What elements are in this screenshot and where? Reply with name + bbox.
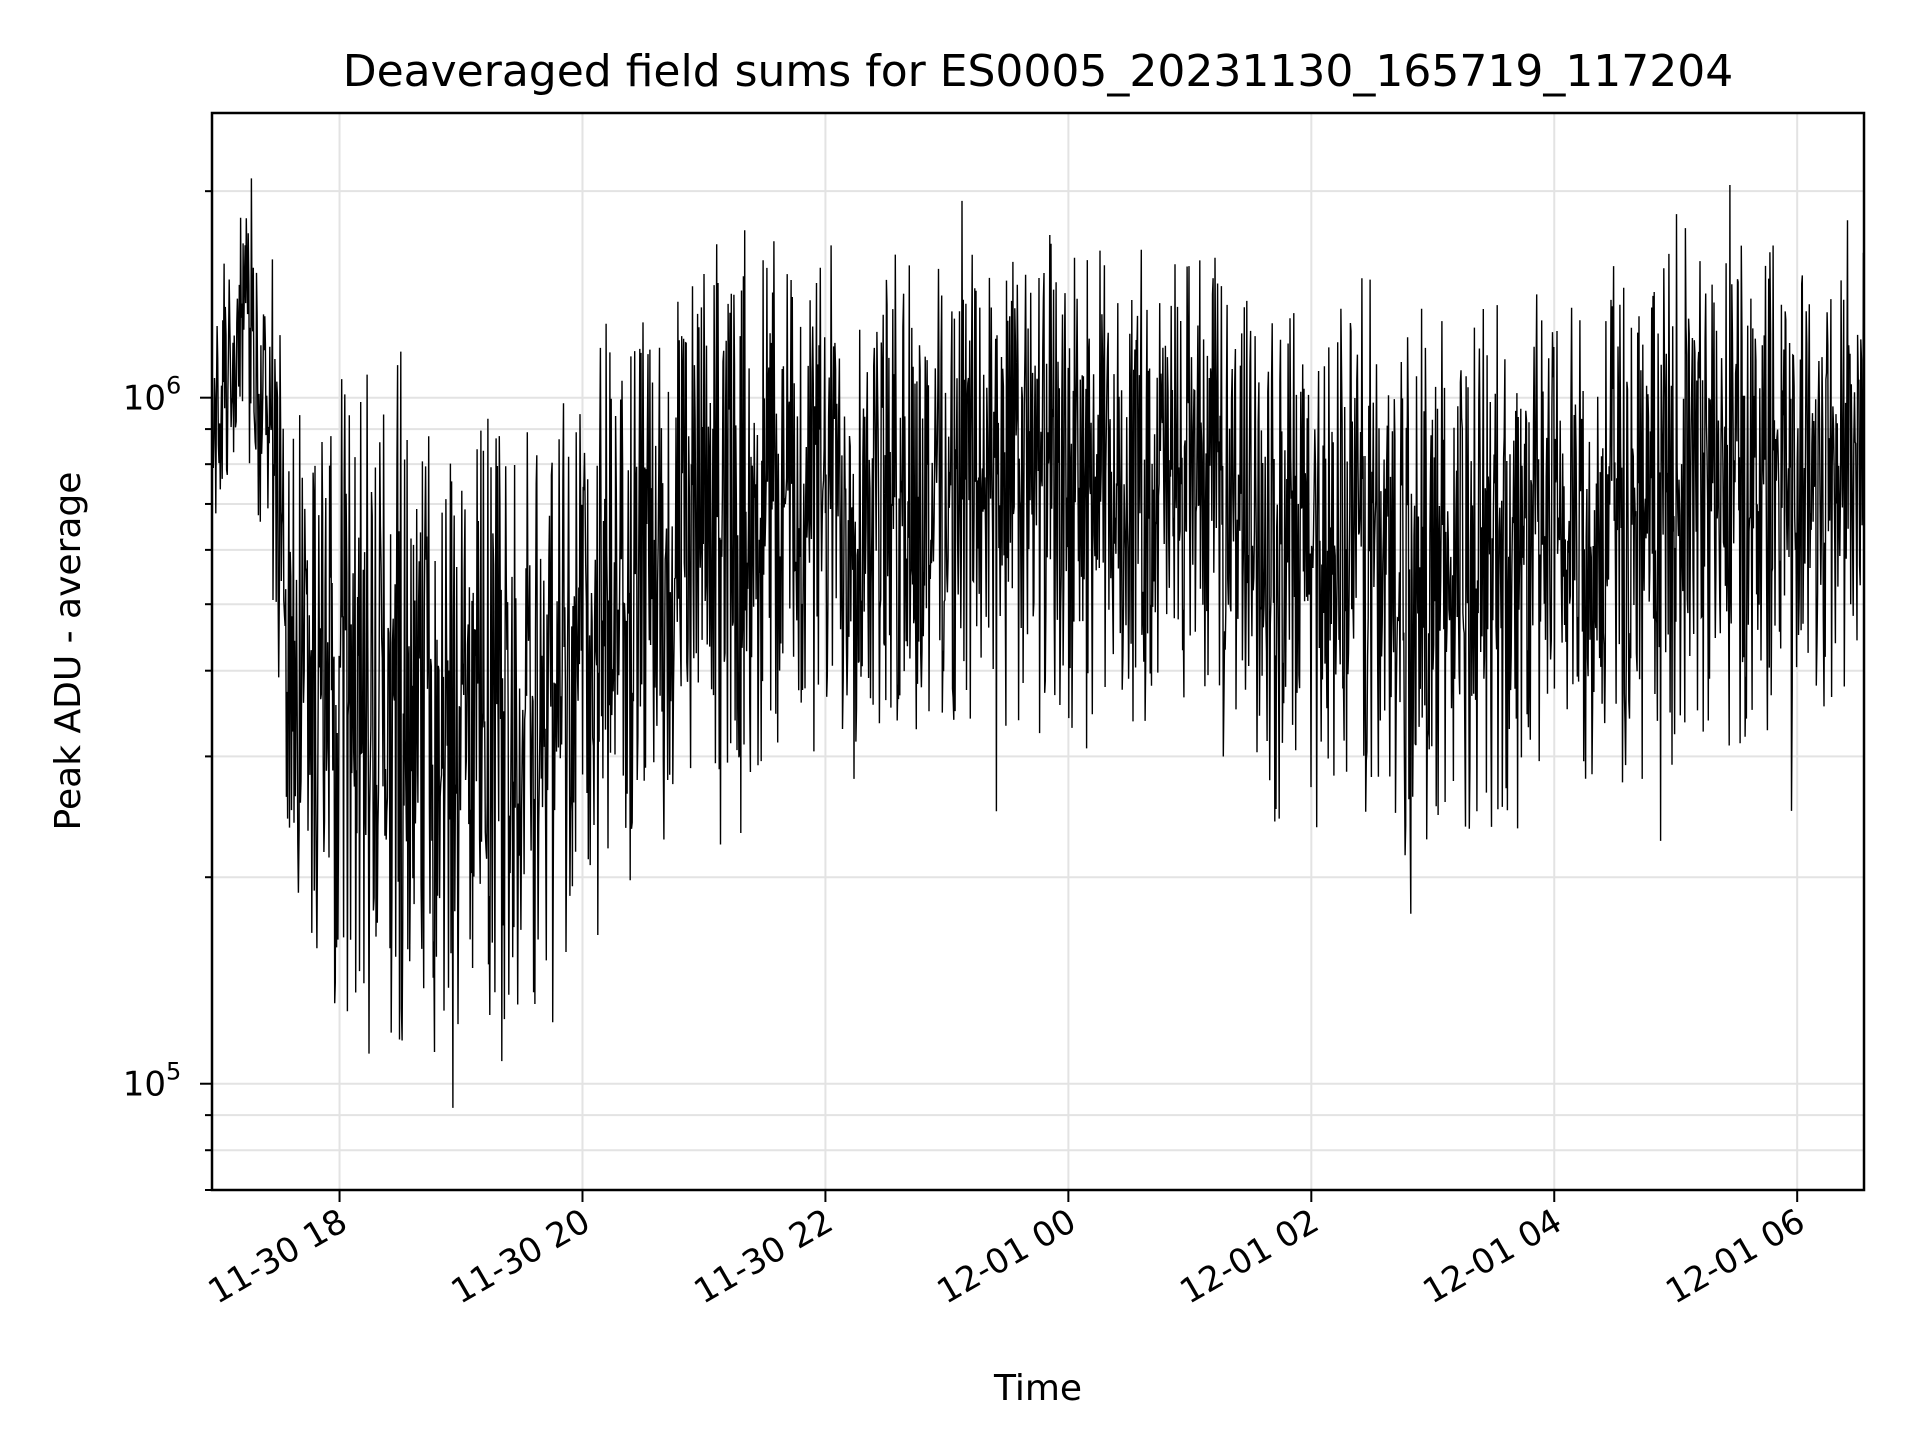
x-axis-label: Time [993,1368,1082,1409]
x-tick-label: 12-01 00 [930,1201,1082,1312]
x-tick-label: 11-30 22 [688,1201,840,1312]
series-line [211,178,1865,1108]
y-axis-label: Peak ADU - average [48,472,89,831]
x-tick-label: 12-01 02 [1173,1201,1325,1312]
series-layer [211,178,1865,1108]
y-axis: 105 106 [123,190,212,1191]
x-tick-label: 11-30 20 [445,1201,597,1312]
y-tick-label: 106 [123,372,182,419]
x-tick-label: 12-01 06 [1659,1201,1811,1312]
plot-frame [210,111,1866,1192]
y-tick-label: 105 [123,1058,182,1105]
x-tick-label: 12-01 04 [1416,1201,1568,1312]
x-tick-label: 11-30 18 [202,1201,354,1312]
x-axis: 11-30 18 11-30 20 11-30 22 12-01 00 12-01 02… [202,1190,1812,1312]
chart-title: Deaveraged field sums for ES0005_2023113… [343,46,1734,97]
